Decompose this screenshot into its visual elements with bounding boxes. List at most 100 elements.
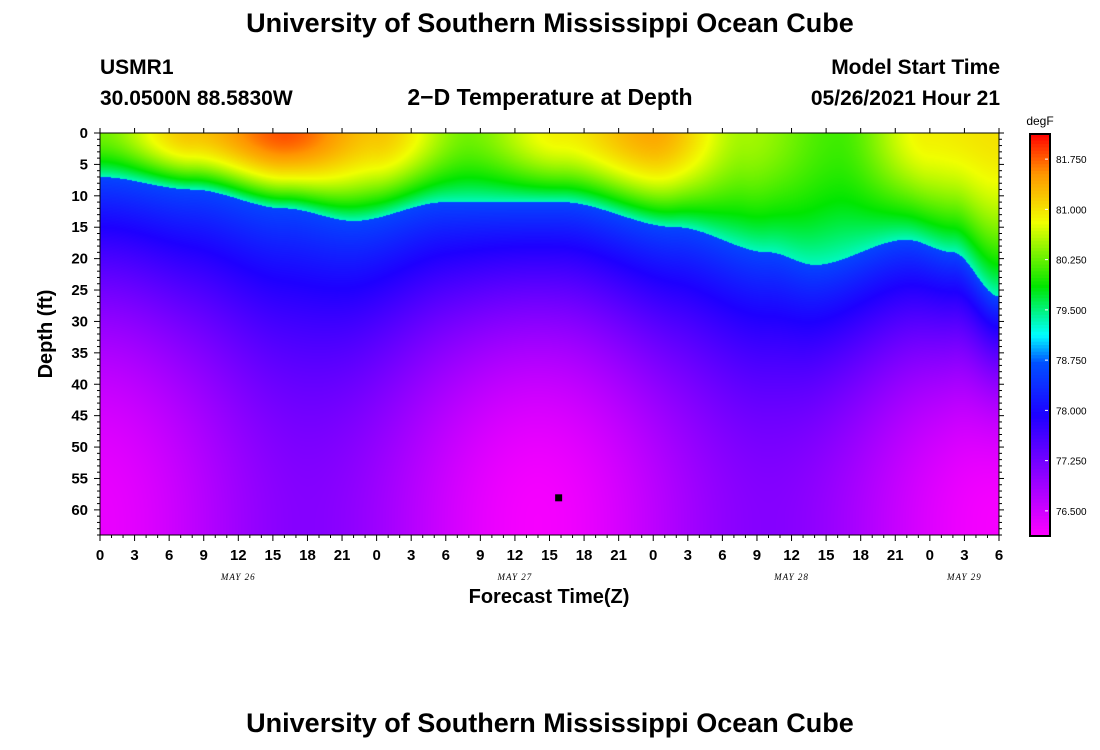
colorbar-segment bbox=[1030, 211, 1050, 215]
colorbar-segment bbox=[1030, 160, 1050, 165]
y-tick-label: 50 bbox=[71, 439, 88, 456]
colorbar-tick-label: 80.250 bbox=[1056, 256, 1087, 267]
colorbar-segment bbox=[1030, 274, 1050, 279]
colorbar-segment bbox=[1030, 462, 1050, 467]
y-tick-label: 35 bbox=[71, 345, 88, 362]
y-tick-label: 20 bbox=[71, 251, 88, 268]
colorbar-segment bbox=[1030, 278, 1050, 282]
colorbar-segment bbox=[1030, 355, 1050, 360]
colorbar-segment bbox=[1030, 154, 1050, 159]
y-tick-label: 45 bbox=[71, 408, 88, 425]
colorbar-segment bbox=[1030, 207, 1050, 212]
colorbar-segment bbox=[1030, 448, 1050, 453]
colorbar-segment bbox=[1030, 408, 1050, 413]
colorbar-segment bbox=[1030, 331, 1050, 336]
colorbar-segment bbox=[1030, 452, 1050, 457]
colorbar-segment bbox=[1030, 281, 1050, 286]
colorbar-units: degF bbox=[1026, 114, 1053, 128]
colorbar-segment bbox=[1030, 201, 1050, 205]
colorbar-segment bbox=[1030, 402, 1050, 406]
colorbar-segment bbox=[1030, 499, 1050, 504]
colorbar-segment bbox=[1030, 532, 1050, 537]
colorbar-segment bbox=[1030, 358, 1050, 363]
x-tick-label: 9 bbox=[200, 547, 208, 564]
colorbar-segment bbox=[1030, 298, 1050, 303]
x-tick-label: 18 bbox=[299, 547, 316, 564]
colorbar-segment bbox=[1030, 304, 1050, 309]
colorbar-segment bbox=[1030, 469, 1050, 473]
x-tick-label: 6 bbox=[165, 547, 173, 564]
colorbar-segment bbox=[1030, 311, 1050, 316]
colorbar-segment bbox=[1030, 492, 1050, 497]
colorbar-segment bbox=[1030, 134, 1050, 138]
colorbar-segment bbox=[1030, 324, 1050, 329]
x-tick-label: 18 bbox=[852, 547, 869, 564]
colorbar-segment bbox=[1030, 398, 1050, 403]
colorbar-segment bbox=[1030, 170, 1050, 175]
colorbar-segment bbox=[1030, 140, 1050, 145]
colorbar-segment bbox=[1030, 157, 1050, 162]
colorbar-segment bbox=[1030, 428, 1050, 433]
colorbar-segment bbox=[1030, 375, 1050, 380]
colorbar-segment bbox=[1030, 512, 1050, 517]
colorbar-segment bbox=[1030, 197, 1050, 202]
y-tick-label: 15 bbox=[71, 219, 88, 236]
colorbar-segment bbox=[1030, 244, 1050, 249]
colorbar-segment bbox=[1030, 261, 1050, 266]
x-tick-label: 12 bbox=[783, 547, 800, 564]
colorbar-segment bbox=[1030, 217, 1050, 222]
colorbar-segment bbox=[1030, 288, 1050, 293]
x-tick-label: 9 bbox=[476, 547, 484, 564]
colorbar-segment bbox=[1030, 251, 1050, 256]
colorbar-segment bbox=[1030, 365, 1050, 370]
x-tick-label: 21 bbox=[610, 547, 627, 564]
colorbar-segment bbox=[1030, 177, 1050, 182]
colorbar-segment bbox=[1030, 291, 1050, 296]
x-tick-label: 12 bbox=[230, 547, 247, 564]
colorbar-segment bbox=[1030, 505, 1050, 510]
colorbar-segment bbox=[1030, 335, 1050, 339]
x-tick-label: 0 bbox=[372, 547, 380, 564]
colorbar-segment bbox=[1030, 137, 1050, 142]
colorbar-segment bbox=[1030, 378, 1050, 383]
date-label: MAY 26 bbox=[220, 572, 256, 582]
colorbar-tick-label: 79.500 bbox=[1056, 306, 1087, 317]
model-start-value: 05/26/2021 Hour 21 bbox=[810, 87, 1000, 110]
x-tick-label: 21 bbox=[334, 547, 351, 564]
x-tick-label: 15 bbox=[541, 547, 558, 564]
colorbar-segment bbox=[1030, 522, 1050, 527]
colorbar-segment bbox=[1030, 415, 1050, 420]
colorbar-segment bbox=[1030, 395, 1050, 400]
colorbar-tick-label: 81.750 bbox=[1056, 155, 1087, 166]
colorbar-segment bbox=[1030, 247, 1050, 252]
colorbar-tick-label: 76.500 bbox=[1056, 507, 1087, 518]
x-axis-label: Forecast Time(Z) bbox=[469, 586, 630, 608]
colorbar-segment bbox=[1030, 465, 1050, 470]
colorbar-segment bbox=[1030, 254, 1050, 259]
y-tick-label: 5 bbox=[80, 156, 88, 173]
x-tick-label: 3 bbox=[130, 547, 138, 564]
colorbar-segment bbox=[1030, 174, 1050, 179]
colorbar-segment bbox=[1030, 438, 1050, 443]
x-tick-label: 0 bbox=[649, 547, 657, 564]
colorbar-segment bbox=[1030, 284, 1050, 289]
x-tick-label: 0 bbox=[926, 547, 934, 564]
colorbar-segment bbox=[1030, 509, 1050, 514]
x-tick-label: 6 bbox=[718, 547, 726, 564]
colorbar-segment bbox=[1030, 368, 1050, 373]
date-label: MAY 29 bbox=[946, 572, 982, 582]
x-tick-label: 15 bbox=[265, 547, 282, 564]
x-tick-label: 15 bbox=[818, 547, 835, 564]
colorbar-segment bbox=[1030, 361, 1050, 366]
colorbar-segment bbox=[1030, 388, 1050, 393]
colorbar-tick-label: 78.750 bbox=[1056, 356, 1087, 367]
colorbar-segment bbox=[1030, 184, 1050, 189]
colorbar-segment bbox=[1030, 308, 1050, 313]
colorbar-tick-label: 78.000 bbox=[1056, 406, 1087, 417]
colorbar-segment bbox=[1030, 502, 1050, 507]
colorbar-segment bbox=[1030, 328, 1050, 333]
y-tick-label: 55 bbox=[71, 470, 88, 487]
colorbar-segment bbox=[1030, 341, 1050, 346]
colorbar-segment bbox=[1030, 479, 1050, 483]
